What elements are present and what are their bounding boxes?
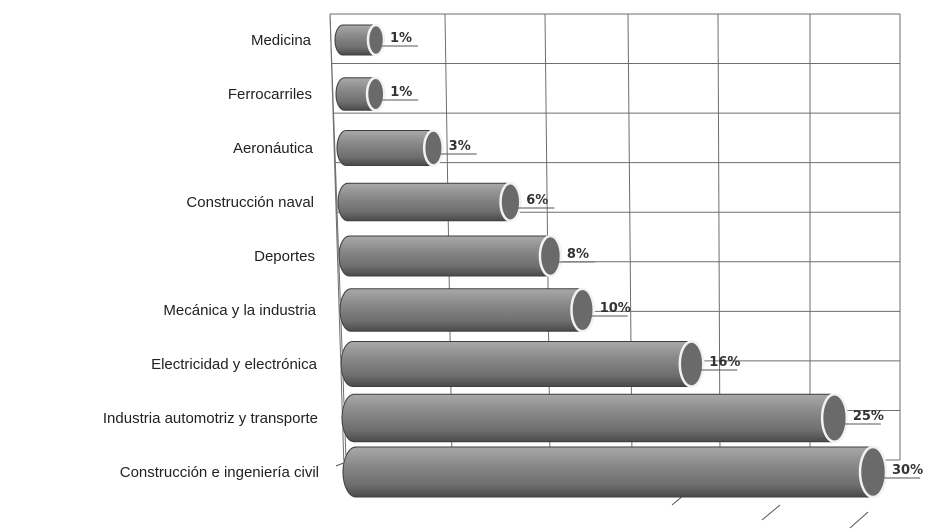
bar-end-cap bbox=[678, 340, 705, 388]
bar-end-cap bbox=[422, 129, 444, 167]
bar bbox=[342, 445, 888, 499]
axis-line bbox=[329, 13, 345, 469]
bar-end-cap bbox=[366, 23, 386, 57]
bar bbox=[339, 287, 595, 333]
bar bbox=[336, 129, 444, 167]
bars bbox=[334, 23, 888, 499]
floor-tick bbox=[849, 511, 869, 529]
bar-body bbox=[339, 288, 595, 332]
bar-end-cap bbox=[499, 182, 522, 222]
value-label: 1% bbox=[390, 85, 412, 100]
bar-body bbox=[337, 182, 521, 222]
bar-end-cap bbox=[820, 393, 849, 443]
value-label: 30% bbox=[892, 463, 923, 478]
value-label: 16% bbox=[709, 355, 740, 370]
bar-end-cap bbox=[538, 234, 563, 278]
category-label: Deportes bbox=[254, 248, 315, 265]
bar bbox=[341, 393, 849, 443]
bar-body bbox=[338, 235, 562, 277]
bar-body bbox=[340, 341, 704, 387]
category-label: Medicina bbox=[251, 32, 312, 49]
value-label: 10% bbox=[600, 301, 631, 316]
value-label: 1% bbox=[390, 31, 412, 46]
category-label: Industria automotriz y transporte bbox=[103, 410, 318, 427]
bar bbox=[338, 234, 563, 278]
bar-body bbox=[341, 393, 848, 443]
value-label: 3% bbox=[449, 139, 471, 154]
category-label: Mecánica y la industria bbox=[163, 302, 316, 319]
grid-line-vertical bbox=[717, 13, 721, 461]
category-label: Electricidad y electrónica bbox=[151, 356, 318, 373]
value-label: 6% bbox=[526, 193, 548, 208]
bar-end-cap bbox=[858, 445, 888, 499]
labels: Medicina 1% Ferrocarriles 1% Aeronáutica 3% Co… bbox=[103, 31, 923, 481]
bar bbox=[337, 182, 522, 222]
bar bbox=[334, 23, 386, 57]
value-label: 8% bbox=[567, 247, 589, 262]
category-label: Ferrocarriles bbox=[228, 86, 312, 103]
category-label: Aeronáutica bbox=[233, 140, 314, 157]
bar-body bbox=[342, 446, 887, 498]
bar-end-cap bbox=[365, 76, 386, 112]
value-label: 25% bbox=[853, 409, 884, 424]
floor-tick bbox=[761, 504, 781, 521]
bar-end-cap bbox=[570, 287, 595, 333]
bar bbox=[340, 340, 705, 388]
category-label: Construcción naval bbox=[186, 194, 314, 211]
category-label: Construcción e ingeniería civil bbox=[120, 464, 319, 481]
bar bbox=[335, 76, 386, 112]
grid-line-vertical bbox=[627, 13, 633, 461]
